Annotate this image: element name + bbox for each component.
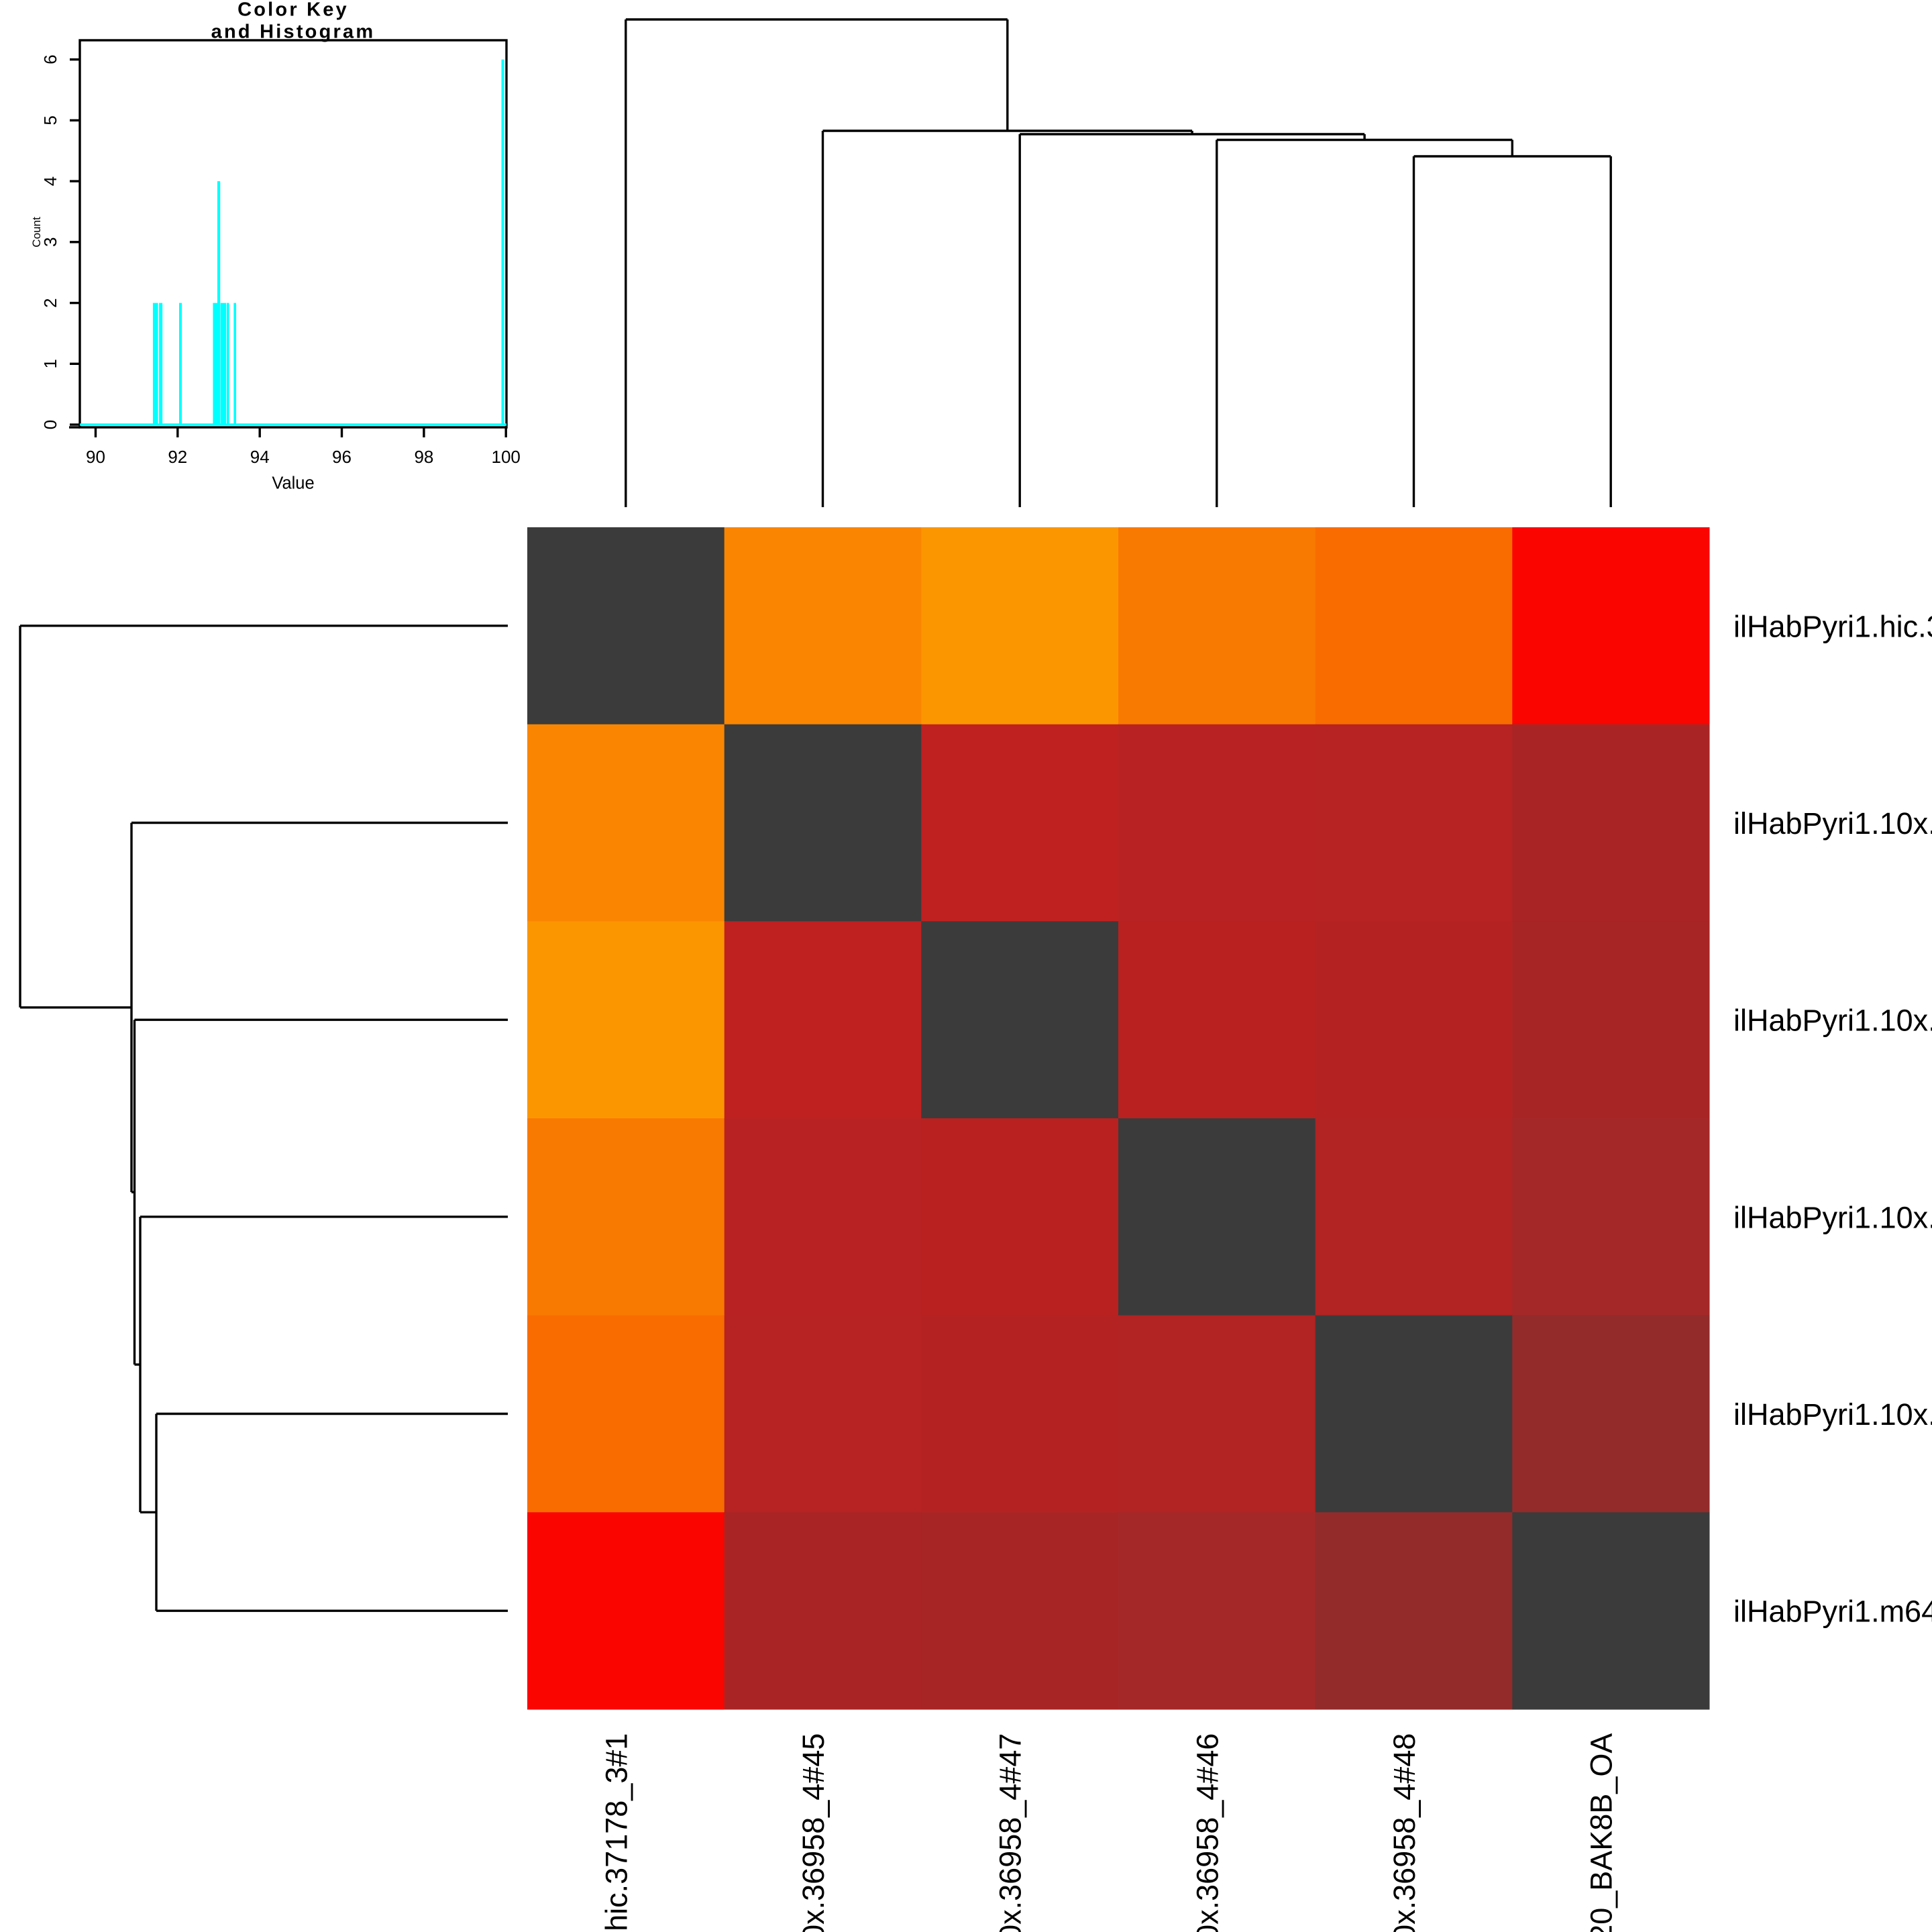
svg-text:ilHabPyri1.m64016_200820_BAK8B: ilHabPyri1.m64016_200820_BAK8B_OA — [1733, 1595, 1932, 1629]
svg-text:3: 3 — [40, 237, 60, 247]
svg-text:2: 2 — [40, 298, 60, 307]
svg-text:Count: Count — [30, 217, 43, 248]
svg-text:ilHabPyri1.10x.36958_4#45: ilHabPyri1.10x.36958_4#45 — [796, 1733, 830, 1932]
svg-text:ilHabPyri1.hic.37178_3#1: ilHabPyri1.hic.37178_3#1 — [599, 1733, 633, 1932]
svg-text:ilHabPyri1.10x.36958_4#48: ilHabPyri1.10x.36958_4#48 — [1733, 1397, 1932, 1432]
svg-text:96: 96 — [332, 447, 352, 467]
svg-text:ilHabPyri1.hic.37178_3#1: ilHabPyri1.hic.37178_3#1 — [1733, 609, 1932, 643]
svg-text:Value: Value — [272, 474, 314, 493]
svg-text:4: 4 — [40, 176, 60, 186]
svg-text:ilHabPyri1.10x.36958_4#46: ilHabPyri1.10x.36958_4#46 — [1733, 1200, 1932, 1234]
svg-text:90: 90 — [86, 447, 105, 467]
svg-text:98: 98 — [414, 447, 433, 467]
svg-text:ilHabPyri1.10x.36958_4#46: ilHabPyri1.10x.36958_4#46 — [1190, 1733, 1224, 1932]
svg-text:94: 94 — [250, 447, 270, 467]
svg-text:ilHabPyri1.10x.36958_4#47: ilHabPyri1.10x.36958_4#47 — [994, 1733, 1028, 1932]
svg-text:100: 100 — [492, 447, 521, 467]
svg-text:0: 0 — [40, 420, 60, 429]
svg-text:92: 92 — [168, 447, 187, 467]
svg-text:ilHabPyri1.10x.36958_4#45: ilHabPyri1.10x.36958_4#45 — [1733, 806, 1932, 841]
svg-text:ilHabPyri1.10x.36958_4#47: ilHabPyri1.10x.36958_4#47 — [1733, 1004, 1932, 1038]
svg-text:ilHabPyri1.10x.36958_4#48: ilHabPyri1.10x.36958_4#48 — [1387, 1733, 1421, 1932]
svg-text:5: 5 — [40, 115, 60, 125]
svg-text:ilHabPyri1.m64016_200820_BAK8B: ilHabPyri1.m64016_200820_BAK8B_OA — [1585, 1733, 1619, 1932]
svg-text:Color Key: Color Key — [237, 0, 349, 21]
svg-text:and Histogram: and Histogram — [211, 21, 376, 43]
svg-text:1: 1 — [40, 359, 60, 368]
svg-text:6: 6 — [40, 54, 60, 64]
